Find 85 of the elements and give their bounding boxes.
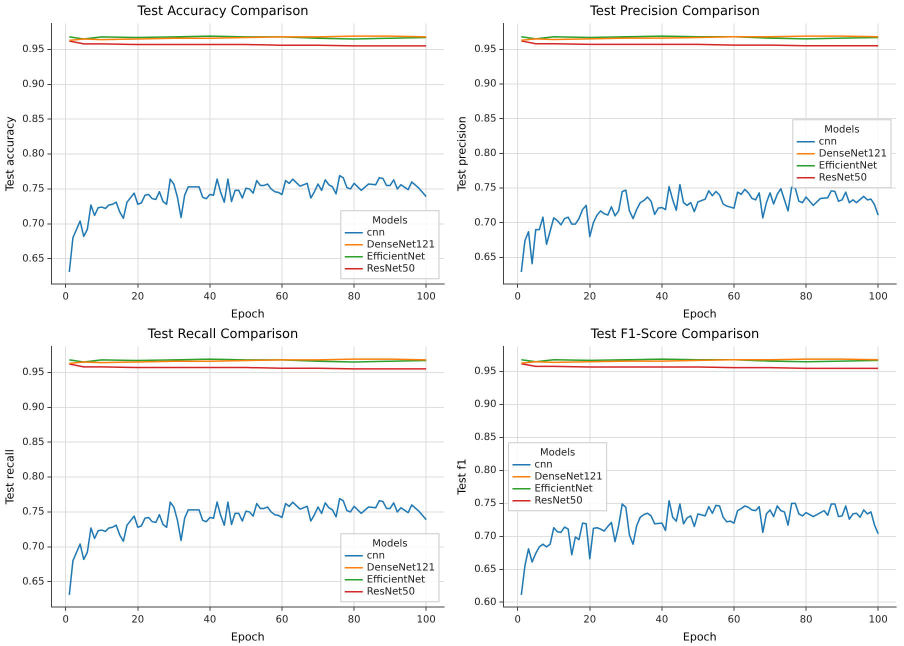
x-tick-label: 40 (656, 614, 668, 626)
chart-title: Test Precision Comparison (589, 4, 760, 20)
y-tick-label: 0.85 (474, 113, 496, 124)
x-tick-label: 40 (204, 614, 216, 626)
y-tick-label: 0.95 (22, 44, 44, 56)
y-tick-label: 0.95 (22, 367, 44, 378)
x-tick-label: 20 (131, 614, 144, 626)
y-tick-label: 0.75 (474, 182, 496, 194)
x-tick-label: 80 (348, 291, 360, 302)
y-tick-label: 0.85 (474, 432, 496, 444)
x-tick-label: 20 (583, 614, 596, 626)
y-tick-label: 0.80 (474, 465, 496, 476)
legend-label: EfficientNet (534, 483, 593, 494)
y-tick-label: 0.70 (474, 530, 496, 542)
y-tick-label: 0.80 (474, 148, 496, 159)
x-tick-label: 60 (728, 291, 740, 302)
legend-label: EfficientNet (366, 574, 426, 586)
x-tick-label: 60 (276, 614, 288, 626)
y-tick-label: 0.90 (474, 78, 496, 90)
x-tick-label: 40 (656, 291, 668, 302)
x-tick-label: 0 (62, 614, 69, 626)
legend-label: cnn (366, 550, 385, 562)
legend-label: cnn (534, 459, 553, 470)
legend-label: ResNet50 (818, 172, 867, 184)
legend-label: EfficientNet (818, 160, 878, 172)
y-tick-label: 0.85 (22, 436, 44, 448)
y-axis-title: Test accuracy (3, 116, 16, 192)
y-tick-label: 0.65 (22, 253, 44, 264)
y-tick-label: 0.70 (474, 217, 496, 228)
y-tick-label: 0.70 (22, 541, 44, 552)
chart-title: Test Accuracy Comparison (136, 4, 309, 20)
legend-title: Models (372, 538, 408, 550)
x-tick-label: 80 (348, 614, 360, 626)
y-tick-label: 0.90 (22, 78, 44, 90)
x-tick-label: 0 (514, 291, 521, 302)
y-tick-label: 0.70 (22, 218, 44, 230)
x-tick-label: 0 (62, 291, 69, 302)
y-tick-label: 0.85 (22, 114, 44, 125)
x-tick-label: 100 (416, 614, 436, 626)
y-tick-label: 0.65 (22, 576, 44, 588)
legend-label: ResNet50 (366, 586, 415, 598)
y-tick-label: 0.90 (474, 399, 496, 410)
y-tick-label: 0.90 (22, 402, 44, 413)
legend-label: DenseNet121 (366, 562, 436, 574)
legend-label: ResNet50 (366, 263, 415, 274)
y-tick-label: 0.75 (474, 498, 496, 509)
y-tick-label: 0.80 (22, 148, 44, 160)
y-tick-label: 0.75 (22, 506, 44, 518)
y-tick-label: 0.95 (474, 366, 496, 378)
chart-title: Test Recall Comparison (146, 327, 298, 342)
legend-label: DenseNet121 (534, 471, 603, 482)
x-axis-title: Epoch (682, 307, 717, 320)
x-tick-label: 80 (800, 291, 812, 302)
x-tick-label: 60 (276, 291, 288, 302)
x-tick-label: 40 (204, 291, 216, 302)
x-tick-label: 100 (868, 291, 888, 302)
y-axis-title: Test precision (455, 116, 468, 192)
legend-label: DenseNet121 (366, 239, 436, 250)
legend-label: DenseNet121 (818, 148, 888, 160)
y-tick-label: 0.75 (22, 184, 44, 195)
x-tick-label: 60 (728, 614, 740, 626)
legend-label: EfficientNet (366, 251, 426, 262)
x-axis-title: Epoch (682, 630, 717, 644)
legend-label: ResNet50 (534, 495, 583, 506)
y-tick-label: 0.60 (474, 596, 496, 608)
chart-title: Test F1-Score Comparison (590, 327, 760, 342)
x-tick-label: 100 (868, 614, 888, 626)
y-tick-label: 0.95 (474, 44, 496, 55)
x-tick-label: 100 (416, 291, 436, 302)
x-axis-title: Epoch (230, 630, 265, 644)
x-axis-title: Epoch (230, 307, 265, 320)
y-tick-label: 0.65 (474, 252, 496, 264)
y-axis-title: Test recall (3, 449, 16, 506)
legend-label: cnn (818, 136, 837, 148)
x-tick-label: 80 (800, 614, 812, 626)
x-tick-label: 20 (131, 291, 144, 302)
x-tick-label: 20 (583, 291, 596, 302)
y-tick-label: 0.80 (22, 472, 44, 483)
x-tick-label: 0 (514, 614, 521, 626)
legend-title: Models (540, 447, 576, 458)
legend-label: cnn (366, 227, 385, 238)
legend-title: Models (824, 124, 860, 136)
y-axis-title: Test f1 (455, 458, 468, 496)
legend-title: Models (372, 215, 408, 226)
y-tick-label: 0.65 (474, 564, 496, 575)
